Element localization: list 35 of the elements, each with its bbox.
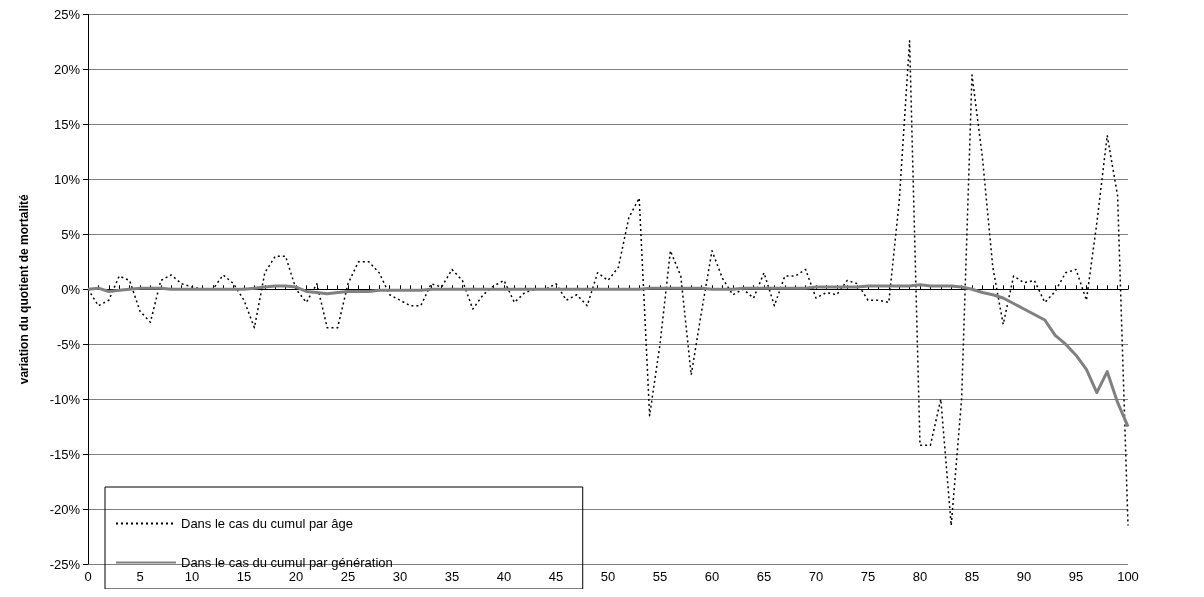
x-tick-label: 10 bbox=[184, 569, 200, 584]
x-tick-label: 60 bbox=[704, 569, 720, 584]
y-tick-label: 15% bbox=[53, 116, 81, 132]
y-tick-label: -20% bbox=[49, 501, 81, 517]
x-tick-label: 45 bbox=[548, 569, 564, 584]
x-tick-label: 65 bbox=[756, 569, 772, 584]
legend-label: Dans le cas du cumul par âge bbox=[181, 516, 353, 531]
x-tick-label: 5 bbox=[136, 569, 144, 584]
y-tick-label: 20% bbox=[53, 61, 81, 77]
y-axis-title: variation du quotient de mortalité bbox=[17, 193, 31, 385]
x-tick-label: 80 bbox=[912, 569, 928, 584]
x-tick-label: 100 bbox=[1117, 569, 1139, 584]
x-tick-label: 25 bbox=[340, 569, 356, 584]
x-tick-label: 50 bbox=[600, 569, 616, 584]
x-tick-label: 15 bbox=[236, 569, 252, 584]
x-tick-label: 90 bbox=[1016, 569, 1032, 584]
y-tick-label: -5% bbox=[56, 336, 81, 352]
x-tick-label: 75 bbox=[860, 569, 876, 584]
y-tick-label: 10% bbox=[53, 171, 81, 187]
x-tick-label: 0 bbox=[84, 569, 92, 584]
y-tick-label: 25% bbox=[53, 7, 81, 22]
y-tick-label: 0% bbox=[61, 281, 81, 297]
x-tick-label: 35 bbox=[444, 569, 460, 584]
y-tick-label: -10% bbox=[49, 391, 81, 407]
y-tick-label: -15% bbox=[49, 446, 81, 462]
y-tick-label: -25% bbox=[49, 556, 81, 572]
x-tick-label: 40 bbox=[496, 569, 512, 584]
x-tick-label: 95 bbox=[1068, 569, 1084, 584]
y-tick-label: 5% bbox=[61, 226, 81, 242]
legend-label: Dans le cas du cumul par génération bbox=[181, 555, 393, 570]
x-tick-label: 85 bbox=[964, 569, 980, 584]
x-tick-label: 55 bbox=[652, 569, 668, 584]
x-tick-label: 20 bbox=[288, 569, 304, 584]
x-tick-label: 70 bbox=[808, 569, 824, 584]
x-tick-label: 30 bbox=[392, 569, 408, 584]
